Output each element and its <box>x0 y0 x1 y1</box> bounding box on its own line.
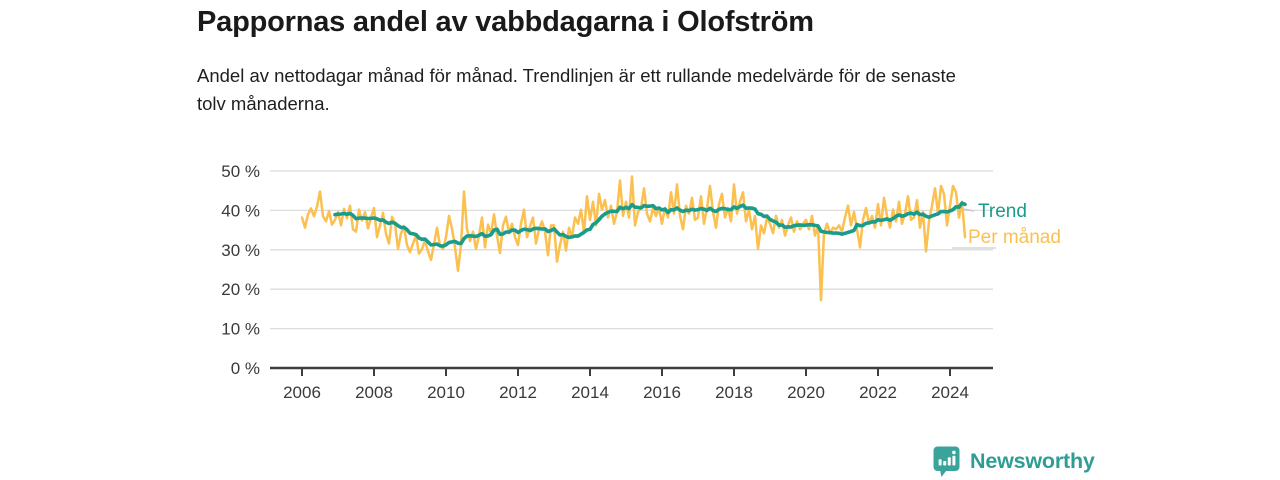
trend-label-leader-line <box>962 208 975 212</box>
per-manad-line <box>300 175 967 302</box>
brand-name: Newsworthy <box>970 449 1095 473</box>
legend: Trend Per månad <box>952 201 1061 249</box>
data-series <box>300 175 967 302</box>
page-title: Pappornas andel av vabbdagarna i Olofstr… <box>197 6 814 38</box>
x-tick-label: 2012 <box>499 383 537 402</box>
x-tick-label: 2024 <box>931 383 969 402</box>
x-tick-label: 2006 <box>283 383 321 402</box>
legend-label-per-manad: Per månad <box>968 227 1061 248</box>
legend-label-trend: Trend <box>978 201 1027 222</box>
y-tick-label: 30 % <box>221 241 260 260</box>
x-tick-label: 2010 <box>427 383 465 402</box>
chart-subtitle: Andel av nettodagar månad för månad. Tre… <box>197 65 956 114</box>
x-tick-label: 2008 <box>355 383 393 402</box>
x-axis: 2006 2008 2010 2012 2014 2016 2018 2020 2022 2024 <box>283 368 969 402</box>
trend-line <box>333 201 967 248</box>
newsworthy-logo-icon <box>933 446 960 477</box>
x-tick-label: 2020 <box>787 383 825 402</box>
y-tick-label: 40 % <box>221 201 260 220</box>
y-tick-label: 50 % <box>221 162 260 181</box>
x-tick-label: 2014 <box>571 383 609 402</box>
x-tick-label: 2016 <box>643 383 681 402</box>
y-tick-label: 10 % <box>221 320 260 339</box>
x-tick-label: 2018 <box>715 383 753 402</box>
x-tick-label: 2022 <box>859 383 897 402</box>
y-axis-labels: 0 % 10 % 20 % 30 % 40 % 50 % <box>221 162 260 378</box>
y-tick-label: 20 % <box>221 280 260 299</box>
y-tick-label: 0 % <box>231 359 260 378</box>
branding-footer: Newsworthy <box>933 445 1095 478</box>
gridlines <box>270 170 993 370</box>
